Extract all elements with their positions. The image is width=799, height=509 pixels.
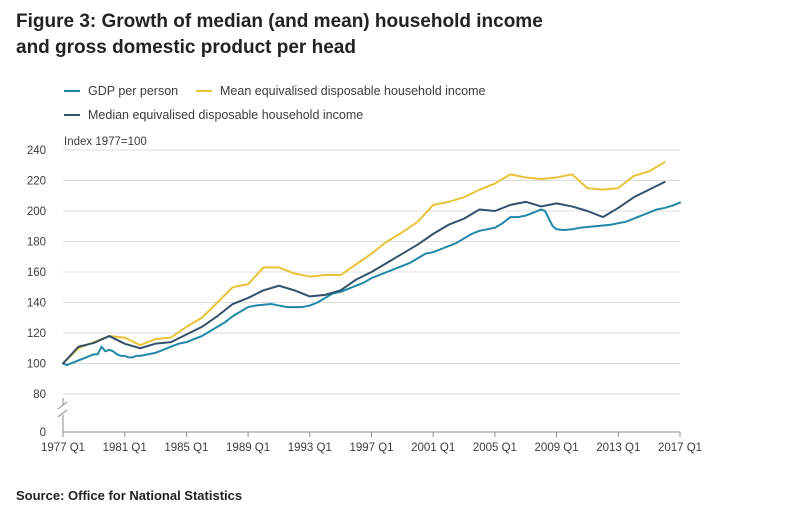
x-tick-label: 2001 Q1 [411, 442, 455, 454]
y-tick-label: 200 [27, 206, 46, 218]
tick-labels: 0 80 100 120 140 160 180 200 220 240 Index 1977=10… [27, 136, 702, 454]
legend-label-mean: Mean equivalised disposable household in… [220, 84, 486, 98]
legend-swatch-mean [196, 90, 212, 92]
y-tick-label: 140 [27, 298, 46, 310]
axis-break-gap [57, 405, 69, 415]
y-tick-label: 160 [27, 267, 46, 279]
y-tick-label: 120 [27, 328, 46, 340]
y-axis-label: Index 1977=100 [64, 136, 147, 148]
x-tick-label: 2013 Q1 [596, 442, 640, 454]
y-tick-label: 100 [27, 359, 46, 371]
x-tick-label: 1985 Q1 [164, 442, 208, 454]
source-note: Source: Office for National Statistics [16, 488, 243, 503]
x-tick-label: 1981 Q1 [103, 442, 147, 454]
legend-swatch-median [64, 114, 80, 116]
legend-item-gdp: GDP per person [64, 84, 178, 98]
x-tick-label: 2009 Q1 [535, 442, 579, 454]
series-line-median [62, 181, 666, 365]
legend-swatch-gdp [64, 90, 80, 92]
y-tick-label: 80 [33, 389, 46, 401]
chart-title-line-1: Figure 3: Growth of median (and mean) ho… [16, 11, 543, 32]
chart-title: Figure 3: Growth of median (and mean) ho… [16, 9, 716, 61]
axis-break-mark [57, 401, 68, 410]
legend-label-median: Median equivalised disposable household … [88, 108, 364, 122]
x-tick-label: 2005 Q1 [473, 442, 517, 454]
series-lines [62, 161, 681, 367]
axes [57, 398, 681, 437]
axis-break-mark [57, 409, 68, 418]
y-tick-label: 220 [27, 176, 46, 188]
y-tick-label: 180 [27, 237, 46, 249]
chart-title-line-2: and gross domestic product per head [16, 37, 356, 58]
legend-item-median: Median equivalised disposable household … [64, 108, 363, 122]
x-tick-label: 1989 Q1 [226, 442, 270, 454]
series-line-gdp [62, 201, 681, 367]
x-tick-label: 2017 Q1 [658, 442, 702, 454]
y-tick-label: 240 [27, 145, 46, 157]
series-line-mean [62, 161, 666, 365]
legend-label-gdp: GDP per person [88, 84, 179, 98]
y-tick-label: 0 [40, 427, 46, 439]
legend-item-mean: Mean equivalised disposable household in… [196, 84, 485, 98]
x-tick-label: 1977 Q1 [41, 442, 85, 454]
x-tick-label: 1993 Q1 [288, 442, 332, 454]
x-tick-label: 1997 Q1 [349, 442, 393, 454]
